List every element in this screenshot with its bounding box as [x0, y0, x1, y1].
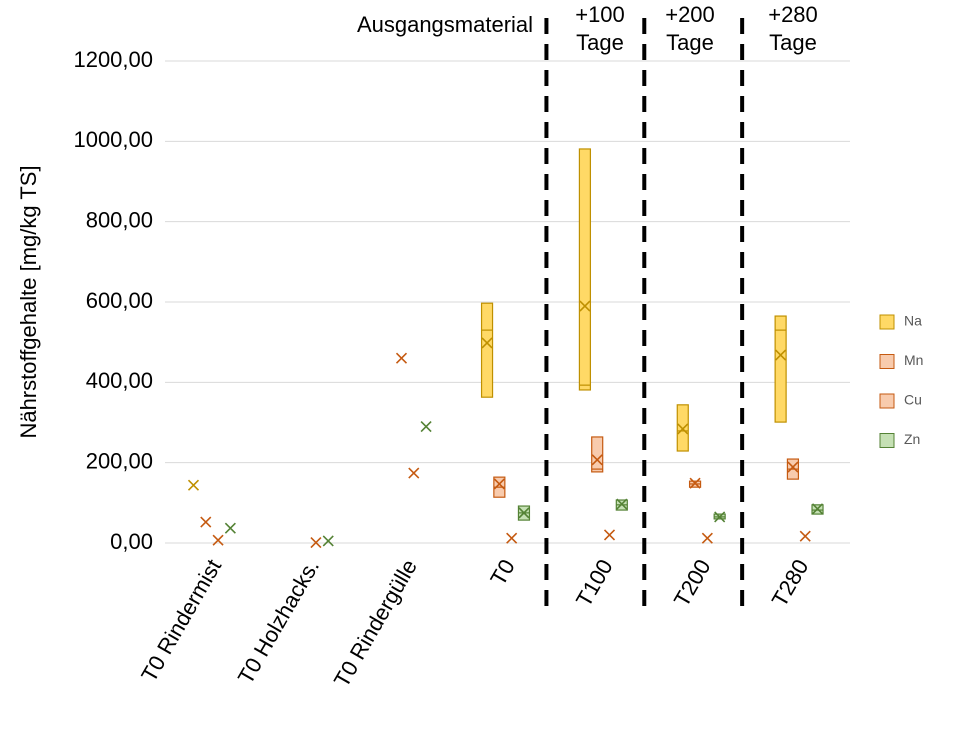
mean-marker: [187, 479, 200, 491]
box: [480, 302, 494, 398]
mean-marker: [506, 532, 518, 544]
box: [774, 315, 787, 423]
mean-marker: [310, 537, 322, 549]
x-tick-label: T0 Holzhacks.: [233, 555, 324, 688]
box: [591, 436, 604, 473]
annotation: +100 Tage: [575, 2, 625, 55]
legend-label: Mn: [904, 352, 923, 368]
annotation-line: Ausgangsmaterial: [357, 12, 533, 37]
mean-marker: [224, 522, 236, 534]
mean-marker: [616, 498, 628, 510]
mean-marker: [787, 461, 799, 473]
x-tick-label: T100: [571, 555, 618, 611]
mean-marker: [408, 467, 420, 479]
mean-marker: [591, 454, 603, 466]
y-tick-label: 400,00: [86, 368, 153, 393]
annotation: +280 Tage: [768, 2, 818, 55]
annotation-line: +100: [575, 2, 625, 27]
mean-marker: [481, 337, 493, 349]
mean-marker: [603, 529, 616, 541]
mean-marker: [493, 478, 505, 490]
annotation: Ausgangsmaterial: [357, 12, 533, 37]
mean-marker: [395, 352, 408, 364]
x-tick-label: T0 Rindermist: [136, 555, 226, 686]
annotation-line: Tage: [576, 30, 624, 55]
mean-marker: [322, 535, 334, 547]
annotation: +200 Tage: [665, 2, 715, 55]
legend-swatch: [879, 393, 895, 409]
y-tick-label: 0,00: [110, 529, 153, 554]
legend-label: Zn: [904, 431, 920, 447]
x-tick-label: T0: [485, 555, 519, 590]
mean-marker: [212, 534, 224, 546]
annotation-line: Tage: [769, 30, 817, 55]
x-tick-label: T280: [767, 555, 814, 611]
mean-marker: [689, 477, 701, 489]
mean-marker: [811, 503, 824, 515]
mean-marker: [775, 349, 787, 361]
mean-marker: [200, 516, 212, 528]
box: [578, 148, 592, 391]
y-tick-label: 600,00: [86, 288, 153, 313]
mean-marker: [677, 423, 689, 435]
y-axis-label: Nährstoffgehalte [mg/kg TS]: [16, 165, 41, 438]
mean-marker: [799, 530, 811, 542]
annotation-line: +280: [768, 2, 818, 27]
annotation-line: Tage: [666, 30, 714, 55]
mean-marker: [518, 507, 530, 519]
annotation-line: +200: [665, 2, 715, 27]
legend-swatch: [879, 314, 895, 330]
legend-swatch: [879, 354, 895, 369]
legend-label: Na: [904, 313, 922, 329]
x-tick-label: T200: [669, 555, 716, 611]
mean-marker: [714, 511, 726, 523]
legend-label: Cu: [904, 392, 922, 408]
y-tick-label: 800,00: [86, 207, 153, 232]
mean-marker: [420, 420, 432, 433]
y-tick-label: 200,00: [86, 448, 153, 473]
y-tick-label: 1200,00: [73, 47, 153, 72]
legend-swatch: [879, 433, 895, 448]
y-tick-label: 1000,00: [73, 127, 153, 152]
mean-marker: [579, 300, 591, 312]
x-tick-label: T0 Rindergülle: [329, 555, 422, 691]
mean-marker: [701, 532, 713, 544]
